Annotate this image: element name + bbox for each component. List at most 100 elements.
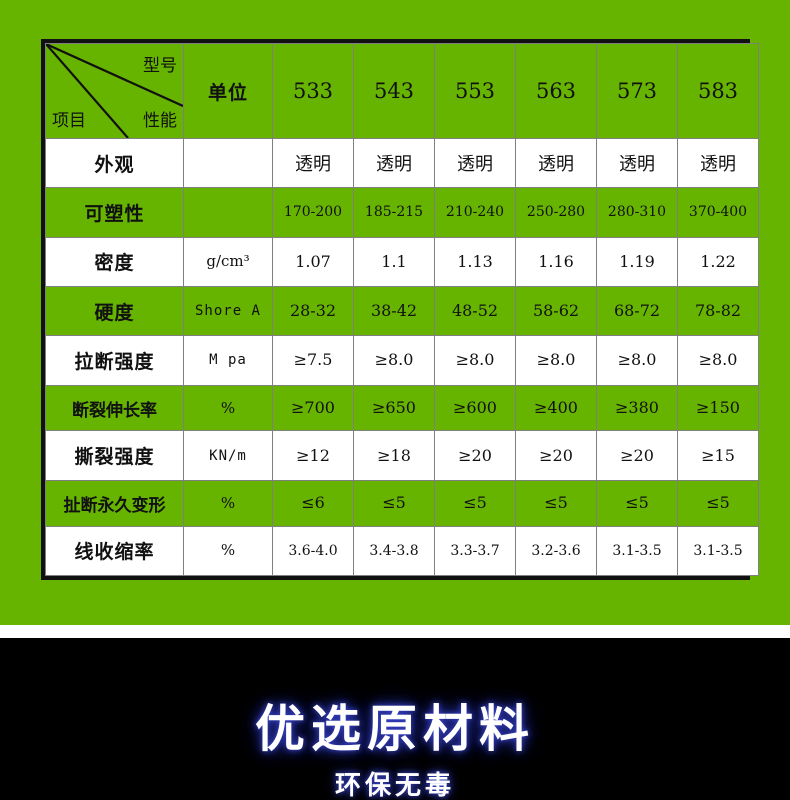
row-unit-cell: g/cm³ <box>183 236 273 287</box>
row-item-cell: 拉断强度 <box>45 335 184 386</box>
row-item-cell: 密度 <box>45 236 184 287</box>
cell-value: 3.2-3.6 <box>531 542 581 559</box>
cell-value: 185-215 <box>364 204 424 221</box>
cell-value: 210-240 <box>445 204 505 221</box>
cell-563: ≥8.0 <box>515 335 597 386</box>
cell-value: ≥650 <box>372 398 416 418</box>
table-row: 扯断永久变形 % ≤6 ≤5 ≤5 ≤5 ≤5 ≤5 <box>45 479 759 527</box>
row-item-label: 线收缩率 <box>74 541 155 564</box>
cell-value: ≥7.5 <box>293 350 333 370</box>
model-header-533: 533 <box>272 43 354 139</box>
spec-table-body: 型号 性能 项目 单位 533 543 <box>45 43 759 577</box>
table-row: 密度 g/cm³ 1.07 1.1 1.13 1.16 1.19 1.22 <box>45 236 759 287</box>
row-unit-cell: % <box>183 384 273 432</box>
cell-value: 透明 <box>538 154 574 176</box>
corner-label-item: 项目 <box>52 111 86 131</box>
row-unit-cell: KN/m <box>183 430 273 481</box>
row-item-label: 硬度 <box>94 301 135 324</box>
cell-value: ≥8.0 <box>617 350 657 370</box>
row-unit-cell <box>183 137 273 189</box>
row-unit-label: % <box>220 493 236 512</box>
row-item-label: 外观 <box>94 153 135 176</box>
row-item-cell: 外观 <box>45 137 184 189</box>
unit-header-label: 单位 <box>207 81 248 104</box>
cell-543: 185-215 <box>353 187 435 238</box>
cell-553: ≥600 <box>434 384 516 432</box>
cell-553: 3.3-3.7 <box>434 525 516 577</box>
cell-value: ≥150 <box>696 398 740 418</box>
cell-value: 3.1-3.5 <box>612 542 662 559</box>
specification-table: 型号 性能 项目 单位 533 543 <box>45 43 759 577</box>
cell-value: ≥8.0 <box>374 350 414 370</box>
cell-543: 1.1 <box>353 236 435 287</box>
row-item-label: 拉断强度 <box>74 350 155 373</box>
cell-value: 58-62 <box>532 301 580 321</box>
cell-573: 3.1-3.5 <box>596 525 678 577</box>
cell-543: ≥18 <box>353 430 435 481</box>
cell-value: ≥700 <box>291 398 335 418</box>
cell-563: 透明 <box>515 137 597 189</box>
cell-543: 38-42 <box>353 285 435 337</box>
cell-543: ≥650 <box>353 384 435 432</box>
cell-value: ≥8.0 <box>536 350 576 370</box>
cell-583: 78-82 <box>677 285 759 337</box>
model-label: 533 <box>292 79 334 103</box>
cell-533: 1.07 <box>272 236 354 287</box>
row-unit-cell: % <box>183 525 273 577</box>
cell-value: 170-200 <box>283 204 343 221</box>
cell-value: 1.13 <box>457 251 493 271</box>
cell-value: 28-32 <box>289 301 337 321</box>
cell-value: ≤5 <box>382 493 406 513</box>
table-header-row: 型号 性能 项目 单位 533 543 <box>45 43 759 139</box>
cell-value: 1.19 <box>619 251 655 271</box>
row-unit-cell: M pa <box>183 335 273 386</box>
row-item-label: 可塑性 <box>84 202 145 225</box>
cell-value: ≤5 <box>544 493 568 513</box>
cell-value: 3.4-3.8 <box>369 542 419 559</box>
cell-value: ≤6 <box>301 493 325 513</box>
model-header-563: 563 <box>515 43 597 139</box>
cell-value: ≥8.0 <box>455 350 495 370</box>
row-unit-label: % <box>220 398 236 417</box>
table-row: 撕裂强度 KN/m ≥12 ≥18 ≥20 ≥20 ≥20 ≥15 <box>45 430 759 481</box>
cell-value: 250-280 <box>526 204 586 221</box>
row-item-cell: 断裂伸长率 <box>45 384 184 432</box>
cell-value: ≤5 <box>706 493 730 513</box>
cell-533: ≤6 <box>272 479 354 527</box>
cell-value: 3.1-3.5 <box>693 542 743 559</box>
row-unit-label: M pa <box>209 352 247 369</box>
cell-533: 3.6-4.0 <box>272 525 354 577</box>
cell-563: 250-280 <box>515 187 597 238</box>
cell-value: 透明 <box>376 154 412 176</box>
cell-value: 1.1 <box>381 251 407 271</box>
model-label: 543 <box>373 79 415 103</box>
cell-value: 1.22 <box>700 251 736 271</box>
cell-573: ≥380 <box>596 384 678 432</box>
cell-value: ≤5 <box>625 493 649 513</box>
cell-563: 58-62 <box>515 285 597 337</box>
model-header-583: 583 <box>677 43 759 139</box>
row-item-label: 断裂伸长率 <box>72 400 157 421</box>
promo-title: 优选原材料 <box>255 700 535 758</box>
cell-583: 370-400 <box>677 187 759 238</box>
cell-553: 透明 <box>434 137 516 189</box>
row-item-label: 撕裂强度 <box>74 446 155 469</box>
table-row: 拉断强度 M pa ≥7.5 ≥8.0 ≥8.0 ≥8.0 ≥8.0 ≥8.0 <box>45 335 759 386</box>
model-label: 573 <box>616 79 658 103</box>
cell-583: ≥150 <box>677 384 759 432</box>
row-unit-label: g/cm³ <box>206 252 250 271</box>
cell-543: 3.4-3.8 <box>353 525 435 577</box>
cell-583: ≥8.0 <box>677 335 759 386</box>
cell-583: 1.22 <box>677 236 759 287</box>
cell-543: ≤5 <box>353 479 435 527</box>
cell-value: 38-42 <box>370 301 418 321</box>
cell-553: 210-240 <box>434 187 516 238</box>
cell-value: ≥400 <box>534 398 578 418</box>
table-row: 外观 透明 透明 透明 透明 透明 透明 <box>45 137 759 189</box>
spec-table-container: 型号 性能 项目 单位 533 543 <box>41 39 759 580</box>
model-label: 563 <box>535 79 577 103</box>
model-header-543: 543 <box>353 43 435 139</box>
cell-value: 3.6-4.0 <box>288 542 338 559</box>
row-item-cell: 硬度 <box>45 285 184 337</box>
cell-value: 透明 <box>619 154 655 176</box>
